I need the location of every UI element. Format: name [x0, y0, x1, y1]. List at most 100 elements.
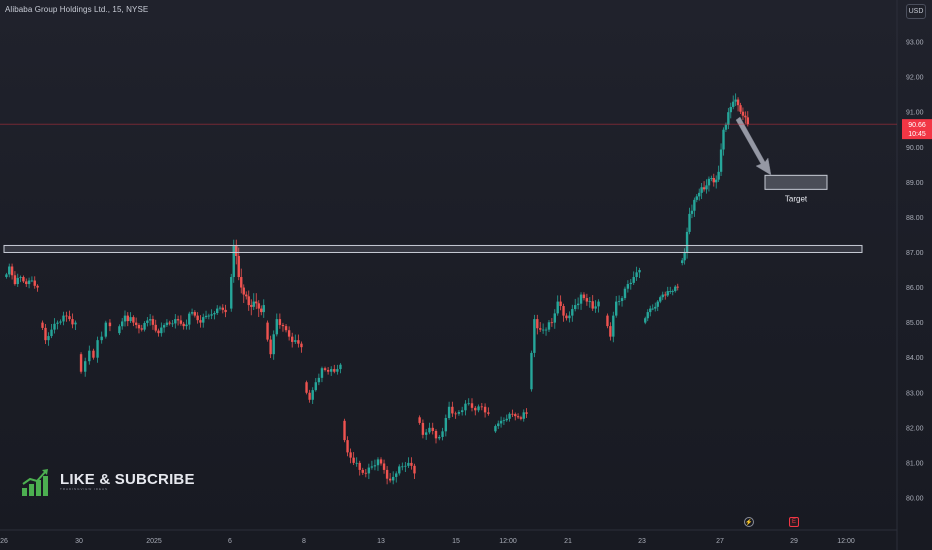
candle-body — [260, 308, 263, 313]
candle-body — [88, 350, 91, 362]
candle-body — [56, 322, 59, 324]
candle-body — [585, 298, 589, 302]
candle-body — [483, 406, 487, 413]
candle-body — [710, 178, 713, 179]
growth-chart-icon — [22, 469, 48, 496]
candle-body — [140, 328, 143, 330]
candle-body — [629, 282, 632, 285]
candle-body — [685, 231, 689, 253]
candle-body — [235, 245, 238, 256]
candle-body — [269, 339, 272, 355]
candle-body — [746, 117, 749, 125]
candle-body — [671, 291, 674, 292]
candle-body — [612, 315, 615, 337]
candle-body — [421, 422, 425, 435]
candle-body — [210, 314, 213, 316]
y-tick-label: 85.00 — [906, 320, 924, 327]
candle-body — [497, 423, 500, 427]
candle-body — [724, 124, 728, 130]
candle-body — [174, 319, 177, 324]
candle-body — [695, 196, 698, 200]
candle-body — [126, 315, 129, 322]
candle-body — [300, 343, 303, 348]
y-tick-label: 87.00 — [906, 250, 924, 257]
y-tick-label: 83.00 — [906, 390, 924, 397]
candle-body — [424, 432, 428, 435]
candle-body — [278, 319, 282, 325]
candle-body — [702, 187, 706, 190]
candle-body — [330, 369, 333, 372]
candle-body — [320, 368, 324, 378]
candle-body — [632, 277, 635, 283]
candle-body — [722, 129, 725, 150]
candle-body — [182, 323, 185, 327]
candle-body — [333, 369, 336, 372]
candle-body — [617, 300, 621, 302]
candle-body — [68, 316, 71, 320]
candle-body — [688, 213, 691, 232]
candle-body — [457, 412, 461, 414]
candle-body — [168, 322, 171, 324]
candle-body — [553, 313, 556, 323]
y-tick-label: 92.00 — [906, 75, 924, 82]
candle-body — [562, 306, 565, 316]
current-price-time: 10:45 — [908, 131, 926, 138]
candle-body — [218, 307, 222, 309]
x-tick-label: 13 — [377, 538, 385, 545]
candle-body — [739, 105, 742, 112]
x-tick-label: 21 — [564, 538, 572, 545]
candle-body — [541, 329, 545, 331]
candle-body — [649, 308, 652, 313]
candle-body — [92, 350, 95, 358]
candle-body — [224, 309, 227, 313]
candle-body — [36, 285, 39, 288]
x-tick-label: 23 — [638, 538, 646, 545]
candle-body — [22, 277, 25, 282]
target-label: Target — [785, 194, 808, 203]
candle-body — [349, 452, 352, 458]
candle-body — [311, 390, 314, 400]
candle-body — [5, 274, 8, 278]
candle-body — [438, 436, 441, 439]
candle-body — [179, 320, 183, 324]
candle-body — [404, 465, 407, 467]
candle-body — [623, 288, 627, 299]
candle-body — [559, 301, 562, 307]
x-tick-label: 29 — [790, 538, 798, 545]
candle-body — [379, 459, 383, 464]
candle-body — [65, 315, 68, 317]
candle-body — [294, 340, 297, 342]
candle-body — [339, 364, 342, 370]
y-tick-label: 86.00 — [906, 285, 924, 292]
candle-body — [661, 294, 664, 298]
candle-body — [8, 266, 11, 275]
candle-body — [505, 418, 508, 421]
candle-body — [25, 281, 28, 285]
x-tick-label: 2025 — [146, 538, 162, 545]
candle-body — [644, 318, 647, 323]
candle-body — [160, 327, 163, 334]
lightning-icon[interactable]: ⚡ — [744, 517, 754, 527]
candle-body — [434, 430, 438, 439]
candle-body — [470, 403, 474, 408]
candle-body — [441, 431, 444, 437]
candle-body — [367, 467, 371, 474]
candle-body — [370, 466, 374, 468]
candle-body — [681, 260, 684, 263]
candle-body — [361, 469, 364, 473]
candle-body — [615, 301, 618, 316]
candle-body — [431, 427, 434, 431]
currency-button[interactable]: USD — [906, 4, 926, 19]
candle-body — [190, 312, 194, 314]
candle-body — [376, 459, 380, 466]
target-zone — [764, 174, 828, 190]
candle-body — [100, 336, 103, 341]
candle-body — [250, 305, 253, 307]
candle-body — [700, 187, 703, 193]
candle-body — [626, 284, 630, 289]
earnings-icon[interactable]: E — [789, 517, 799, 527]
candle-body — [398, 466, 401, 474]
candle-body — [693, 199, 696, 211]
